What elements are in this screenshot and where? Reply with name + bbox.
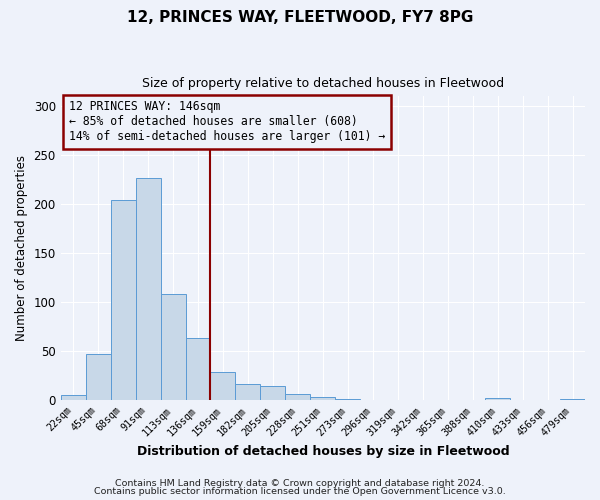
Y-axis label: Number of detached properties: Number of detached properties — [15, 155, 28, 341]
Bar — [560, 399, 585, 400]
Bar — [235, 384, 260, 400]
Title: Size of property relative to detached houses in Fleetwood: Size of property relative to detached ho… — [142, 78, 504, 90]
Bar — [61, 396, 86, 400]
Bar — [485, 398, 510, 400]
Bar — [335, 399, 360, 400]
Bar — [211, 372, 235, 400]
Bar — [310, 397, 335, 400]
Bar — [260, 386, 286, 400]
Text: 12 PRINCES WAY: 146sqm
← 85% of detached houses are smaller (608)
14% of semi-de: 12 PRINCES WAY: 146sqm ← 85% of detached… — [68, 100, 385, 144]
Bar — [161, 294, 185, 400]
X-axis label: Distribution of detached houses by size in Fleetwood: Distribution of detached houses by size … — [137, 444, 509, 458]
Bar — [136, 178, 161, 400]
Text: Contains HM Land Registry data © Crown copyright and database right 2024.: Contains HM Land Registry data © Crown c… — [115, 478, 485, 488]
Text: 12, PRINCES WAY, FLEETWOOD, FY7 8PG: 12, PRINCES WAY, FLEETWOOD, FY7 8PG — [127, 10, 473, 25]
Bar — [86, 354, 110, 400]
Bar — [286, 394, 310, 400]
Bar — [185, 338, 211, 400]
Bar — [110, 200, 136, 400]
Text: Contains public sector information licensed under the Open Government Licence v3: Contains public sector information licen… — [94, 487, 506, 496]
